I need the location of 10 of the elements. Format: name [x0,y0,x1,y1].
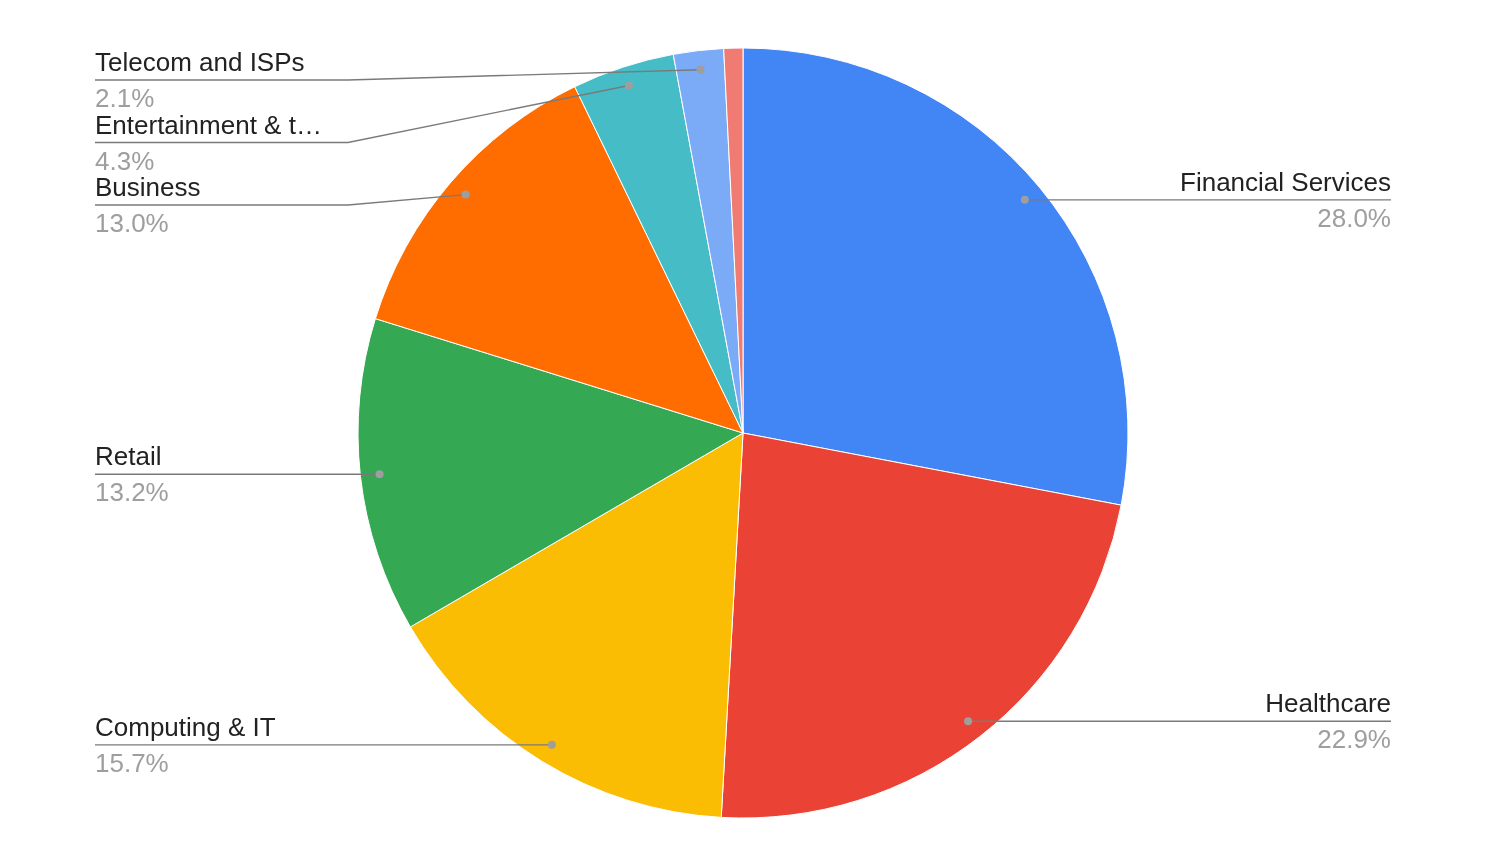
slice-label: Retail [95,441,162,472]
data-label: 13.2% [95,477,169,508]
slice-label: Healthcare [1265,688,1391,719]
data-label: 28.0% [1317,202,1391,233]
slice-label: Financial Services [1180,166,1391,197]
slice-label: Telecom and ISPs [95,47,305,77]
data-label: 22.9% [1317,724,1391,755]
slice-label: Computing & IT [95,711,276,742]
data-label: 15.7% [95,747,169,778]
data-label: 13.0% [95,208,169,238]
